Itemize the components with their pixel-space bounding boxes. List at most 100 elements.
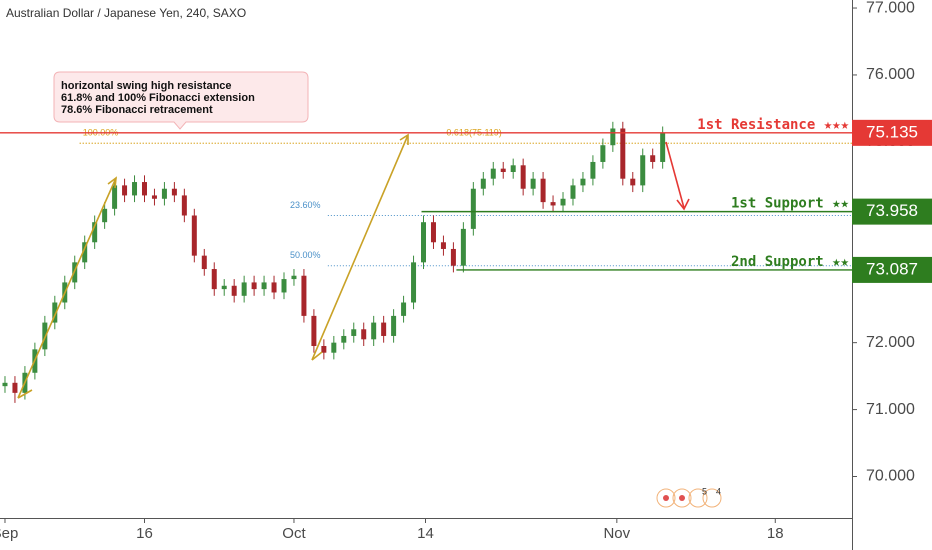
candle-body	[311, 315, 317, 347]
candle-body	[580, 178, 586, 186]
candle-body	[550, 202, 556, 206]
badge-dot	[679, 495, 685, 501]
y-tick-label: 77.000	[866, 0, 915, 16]
candle-body	[440, 242, 446, 249]
candle-body	[2, 382, 8, 387]
annotation-line: 61.8% and 100% Fibonacci extension	[61, 92, 255, 104]
candle-body	[381, 322, 387, 336]
candle-body	[421, 222, 427, 263]
candle-body	[371, 322, 377, 340]
candle-body	[12, 382, 18, 393]
x-tick-label: Sep	[0, 525, 18, 542]
level-name: 1st Support ★★	[731, 196, 850, 212]
candle-body	[430, 222, 436, 243]
x-tick-label: 14	[417, 525, 434, 542]
price-box-label: 75.135	[866, 122, 918, 141]
badge-ring	[656, 488, 676, 508]
candle-body	[112, 185, 118, 209]
candle-body	[590, 161, 596, 179]
level-name: 1st Resistance ★★★	[697, 117, 849, 133]
x-tick-label: Nov	[603, 525, 630, 542]
candle-body	[570, 185, 576, 199]
candle-body	[331, 342, 337, 353]
candle-body	[201, 255, 207, 270]
candle-body	[560, 198, 566, 206]
candle-body	[141, 182, 147, 196]
badge-count: 5	[702, 486, 707, 496]
y-tick-label: 76.000	[866, 66, 915, 83]
badge-count: 4	[716, 486, 721, 496]
fib-label: 50.00%	[290, 250, 321, 260]
candle-body	[251, 282, 257, 290]
candle-body	[530, 178, 536, 189]
candle-body	[411, 262, 417, 303]
candle-body	[281, 279, 287, 293]
candle-body	[630, 178, 636, 186]
x-tick-label: Oct	[282, 525, 306, 542]
candle-body	[191, 215, 197, 256]
candle-body	[620, 128, 626, 179]
candle-body	[171, 188, 177, 196]
annotation-line: horizontal swing high resistance	[61, 80, 232, 92]
fib-label: 23.60%	[290, 200, 321, 210]
candle-body	[480, 178, 486, 189]
candle-body	[52, 302, 58, 323]
candle-body	[221, 285, 227, 290]
badges: 5 4	[656, 486, 722, 508]
y-tick-label: 72.000	[866, 334, 915, 351]
candle-body	[640, 155, 646, 186]
candle-body	[401, 302, 407, 316]
candle-body	[301, 275, 307, 316]
candle-body	[470, 188, 476, 229]
candle-body	[122, 185, 128, 196]
candle-body	[610, 128, 616, 146]
candle-body	[520, 165, 526, 189]
level-name: 2nd Support ★★	[731, 254, 850, 270]
candle-body	[361, 329, 367, 340]
x-tick-label: 16	[136, 525, 153, 542]
chart-title: Australian Dollar / Japanese Yen, 240, S…	[6, 6, 246, 20]
candle-body	[351, 329, 357, 336]
badge-dot	[663, 495, 669, 501]
candle-body	[82, 242, 88, 263]
y-tick-label: 71.000	[866, 401, 915, 418]
price-box	[852, 256, 932, 283]
candle-body	[291, 275, 297, 280]
price-box-label: 73.958	[866, 201, 918, 220]
candle-body	[660, 133, 666, 162]
candle-body	[540, 178, 546, 203]
candle-body	[450, 248, 456, 266]
price-box	[852, 119, 932, 146]
annotation-box	[53, 71, 309, 130]
candle-body	[151, 195, 157, 199]
y-tick-label: 70.000	[866, 468, 915, 485]
candle-body	[341, 335, 347, 343]
trend-arrows	[17, 133, 409, 399]
candle-body	[600, 145, 606, 162]
candle-body	[271, 282, 277, 293]
candle-body	[391, 315, 397, 336]
forecast-arrow	[665, 141, 690, 211]
x-tick-label: 18	[767, 525, 784, 542]
price-box	[852, 198, 932, 225]
candle-body	[211, 269, 217, 290]
candle-body	[650, 155, 656, 162]
candle-body	[132, 182, 138, 196]
price-box-label: 73.087	[866, 259, 918, 278]
candle-body	[102, 208, 108, 223]
candle-body	[92, 222, 98, 243]
candle-body	[181, 195, 187, 216]
candle-body	[321, 346, 327, 353]
candle-body	[161, 188, 167, 199]
candle-body	[460, 228, 466, 266]
candle-body	[261, 282, 267, 290]
annotation-line: 78.6% Fibonacci retracement	[61, 104, 213, 116]
candle-body	[490, 168, 496, 179]
badge-ring	[672, 488, 692, 508]
badge-ring	[702, 488, 722, 508]
candle-body	[500, 168, 506, 172]
candle-body	[241, 282, 247, 296]
candle-body	[231, 285, 237, 296]
